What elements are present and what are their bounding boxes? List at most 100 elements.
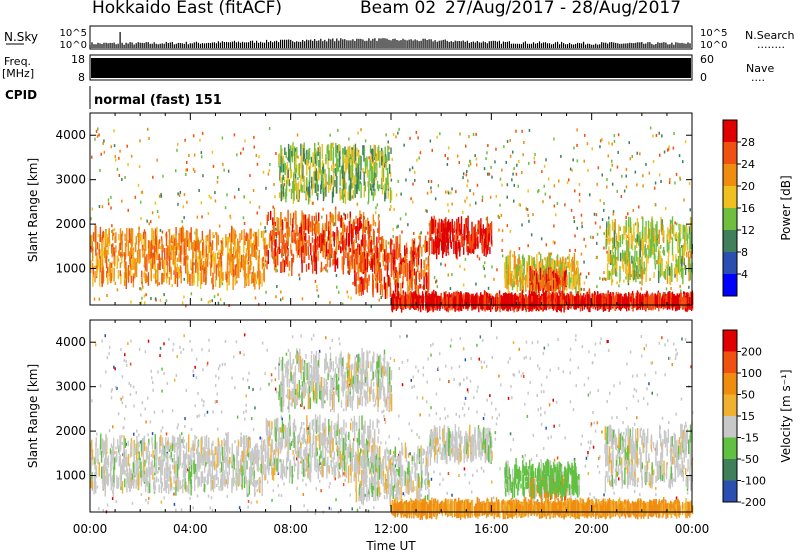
power-region-1-cell: [364, 226, 366, 234]
power-region-8-cell: [512, 297, 514, 308]
power-region-8-cell: [503, 299, 505, 309]
power-noise-cell: [553, 224, 555, 228]
power-region-4-cell: [372, 169, 374, 183]
power-region-1-cell: [319, 236, 322, 254]
power-region-8-cell: [645, 296, 647, 310]
power-region-1-cell: [355, 226, 357, 235]
power-region-5-cell: [559, 266, 561, 276]
power-region-8-cell: [523, 298, 525, 307]
power-region-2-cell: [375, 277, 378, 285]
power-noise-cell: [469, 203, 471, 207]
power-noise-cell: [151, 211, 154, 215]
power-region-4-cell: [300, 175, 302, 193]
power-region-4-cell: [363, 171, 365, 186]
power-region-8-cell: [583, 293, 585, 306]
velocity-noise-cell: [496, 336, 498, 340]
power-region-0-cell: [170, 268, 172, 280]
power-region-1-cell: [303, 243, 305, 257]
power-noise-cell: [618, 284, 620, 288]
power-region-2-cell: [404, 265, 406, 277]
power-region-4-cell: [314, 183, 316, 193]
power-region-4-cell: [343, 171, 345, 190]
power-region-6-cell: [554, 278, 556, 292]
power-region-0-cell: [138, 226, 140, 242]
power-noise-cell: [459, 132, 461, 136]
power-region-7-cell: [658, 229, 660, 244]
power-region-2-cell: [399, 253, 402, 271]
power-region-6-cell: [544, 284, 546, 290]
power-region-4-cell: [384, 191, 386, 202]
power-region-4-cell: [364, 162, 367, 174]
power-region-4-cell: [390, 190, 393, 201]
velocity-noise-cell: [445, 364, 447, 368]
power-region-8-cell: [605, 297, 607, 305]
velocity-noise-cell: [544, 411, 546, 415]
power-noise-cell: [481, 195, 484, 199]
power-region-8-cell: [401, 295, 403, 309]
power-noise-cell: [528, 219, 530, 223]
power-region-8-cell: [572, 294, 574, 306]
power-region-4-cell: [297, 181, 300, 191]
power-noise-cell: [462, 210, 464, 214]
power-region-5-cell: [522, 254, 524, 266]
power-noise-cell: [478, 257, 481, 261]
power-region-5-cell: [507, 255, 509, 265]
velocity-noise-cell: [601, 430, 603, 434]
power-noise-cell: [663, 150, 666, 154]
power-region-2-cell: [391, 239, 393, 245]
power-noise-cell: [98, 297, 101, 301]
power-region-0-cell: [94, 270, 96, 283]
power-region-7-cell: [690, 218, 692, 233]
velocity-noise-cell: [634, 422, 636, 426]
power-region-5-cell: [572, 262, 574, 272]
power-noise-cell: [652, 134, 654, 138]
power-region-4-cell: [341, 188, 344, 200]
power-region-8-cell: [664, 298, 666, 307]
power-region-1-cell: [341, 247, 343, 253]
power-region-7-cell: [689, 263, 691, 281]
power-region-2-cell: [387, 274, 389, 288]
power-region-7-cell: [647, 255, 649, 264]
velocity-noise-cell: [121, 435, 123, 438]
power-region-0-cell: [103, 251, 105, 256]
power-region-2-cell: [377, 263, 379, 275]
power-region-4-cell: [342, 148, 345, 155]
power-noise-cell: [164, 233, 167, 237]
power-region-5-cell: [507, 265, 510, 281]
power-region-0-cell: [189, 274, 191, 286]
power-region-0-cell: [130, 247, 132, 257]
power-region-0-cell: [144, 248, 146, 266]
power-region-0-cell: [254, 232, 257, 247]
power-region-7-cell: [611, 268, 613, 286]
power-region-3-cell: [453, 234, 456, 242]
velocity-noise-cell: [302, 478, 304, 482]
power-region-1-cell: [313, 215, 316, 222]
power-region-0-cell: [146, 254, 148, 272]
power-region-1-cell: [344, 224, 346, 233]
power-region-8-cell: [510, 293, 512, 311]
power-region-8-cell: [551, 292, 553, 309]
power-region-2-cell: [390, 253, 393, 272]
power-noise-cell: [426, 191, 429, 195]
power-ytick-label: 2000: [55, 217, 86, 231]
power-region-4-cell: [327, 157, 329, 169]
power-region-7-cell: [667, 256, 670, 267]
velocity-noise-cell: [276, 390, 278, 394]
power-region-1-cell: [311, 255, 313, 264]
power-noise-cell: [430, 190, 432, 194]
power-noise-cell: [323, 266, 326, 270]
power-noise-cell: [405, 212, 407, 216]
power-region-3-cell: [471, 231, 474, 248]
power-region-7-cell: [654, 235, 656, 244]
power-region-1-cell: [326, 236, 329, 244]
power-noise-cell: [240, 151, 242, 155]
power-region-7-cell: [628, 216, 630, 233]
power-region-8-cell: [475, 293, 477, 310]
power-noise-cell: [415, 130, 418, 134]
power-noise-cell: [583, 281, 586, 285]
power-region-8-cell: [473, 295, 476, 310]
power-noise-cell: [316, 285, 318, 288]
power-noise-cell: [181, 220, 183, 224]
velocity-noise-cell: [537, 340, 539, 344]
power-noise-cell: [564, 203, 566, 207]
